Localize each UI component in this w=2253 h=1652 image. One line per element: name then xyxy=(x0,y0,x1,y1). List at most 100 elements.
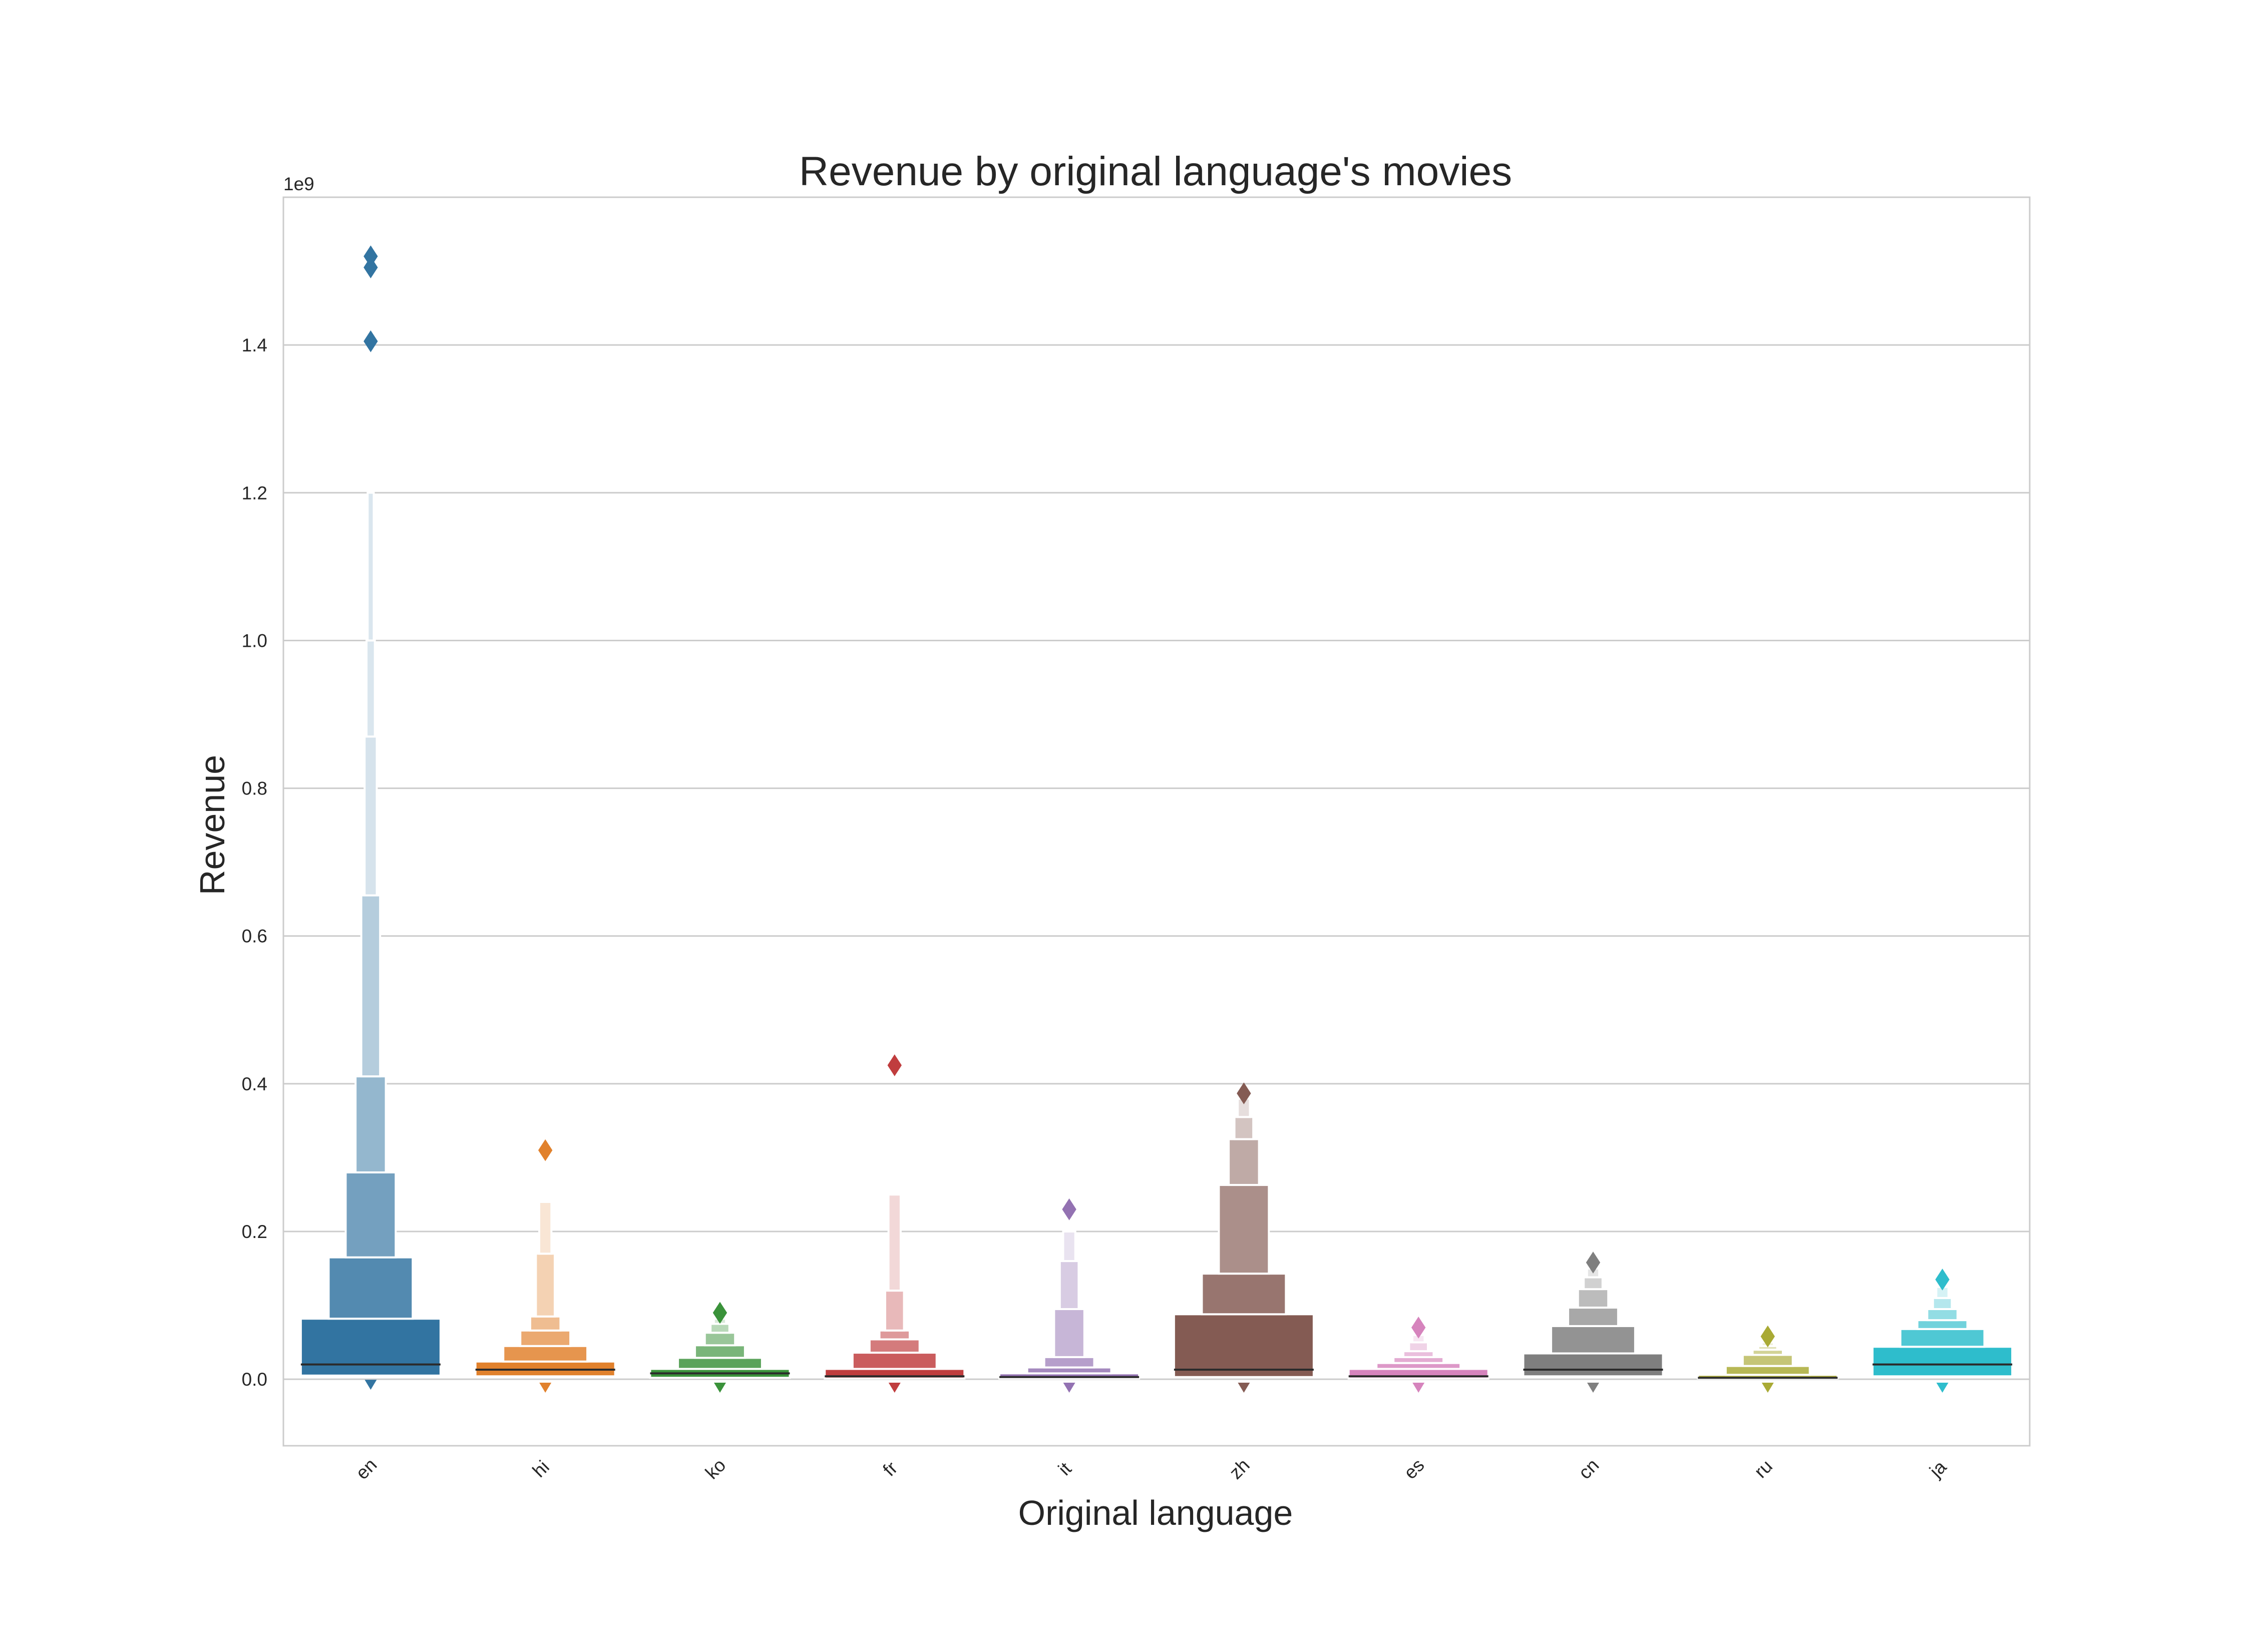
boxen-box xyxy=(363,735,378,897)
y-axis-label: Revenue xyxy=(193,755,232,895)
y-offset-label: 1e9 xyxy=(283,174,314,194)
min-marker xyxy=(714,1383,726,1393)
boxen-box xyxy=(1173,1313,1315,1378)
boxen-box xyxy=(1058,1260,1080,1310)
y-tick-label: 0.2 xyxy=(242,1221,267,1242)
outlier-point xyxy=(712,1302,727,1324)
x-tick-label: it xyxy=(1054,1458,1076,1480)
boxen-box xyxy=(884,1290,905,1332)
min-marker xyxy=(1412,1383,1425,1393)
boxen-group-ru xyxy=(1697,1325,1839,1393)
boxen-group-ja xyxy=(1871,1269,2014,1393)
plot-background xyxy=(283,197,2030,1446)
x-tick-label: fr xyxy=(879,1458,901,1480)
boxen-box xyxy=(878,1329,911,1341)
min-marker xyxy=(364,1380,377,1390)
boxen-box xyxy=(703,1332,736,1347)
x-tick-labels: en hi ko fr it zh es cn ru ja xyxy=(352,1454,1951,1483)
outlier-point xyxy=(1935,1269,1950,1291)
boxen-box xyxy=(709,1323,730,1334)
boxen-box xyxy=(1550,1325,1636,1355)
boxen-group-it xyxy=(998,1198,1141,1393)
boxen-box xyxy=(299,1318,442,1377)
boxen-box xyxy=(1233,1116,1255,1140)
x-tick-label: ja xyxy=(1925,1456,1950,1481)
y-tick-label: 0.8 xyxy=(242,778,267,799)
outlier-point xyxy=(538,1139,553,1161)
min-marker xyxy=(1063,1383,1075,1393)
outlier-point xyxy=(363,256,378,279)
boxen-box xyxy=(1062,1230,1076,1263)
boxen-box xyxy=(1577,1288,1610,1309)
min-marker xyxy=(1936,1383,1949,1393)
boxen-group-es xyxy=(1347,1317,1489,1393)
boxen-group-ko xyxy=(649,1302,791,1393)
boxen-box xyxy=(1567,1307,1619,1327)
boxen-group-cn xyxy=(1522,1252,1664,1393)
min-marker xyxy=(1238,1383,1250,1393)
boxen-box xyxy=(354,1075,387,1173)
boxen-box xyxy=(1408,1341,1429,1353)
x-tick-label: zh xyxy=(1225,1455,1254,1483)
boxen-box xyxy=(1053,1308,1085,1358)
y-tick-label: 1.2 xyxy=(242,483,267,503)
y-tick-label: 0.6 xyxy=(242,926,267,947)
grid-lines xyxy=(283,344,2030,1380)
boxen-box xyxy=(1932,1297,1953,1310)
boxen-group-hi xyxy=(474,1139,616,1393)
boxen-box xyxy=(1043,1356,1095,1369)
outlier-point xyxy=(1062,1198,1076,1220)
boxen-box xyxy=(1201,1273,1287,1316)
x-tick-label: cn xyxy=(1575,1455,1603,1483)
boxen-box xyxy=(868,1338,921,1354)
outlier-point xyxy=(1586,1252,1601,1274)
y-tick-label: 0.0 xyxy=(242,1369,267,1390)
boxen-box xyxy=(502,1345,589,1363)
boxen-box xyxy=(1228,1138,1260,1186)
min-marker xyxy=(888,1383,901,1393)
min-marker xyxy=(1761,1383,1774,1393)
boxen-box xyxy=(538,1201,553,1255)
boxen-box xyxy=(1916,1319,1969,1330)
boxen-groups xyxy=(299,245,2014,1393)
outlier-point xyxy=(1411,1317,1426,1339)
outlier-point xyxy=(1760,1325,1775,1348)
plot-frame xyxy=(282,196,2031,1447)
outlier-point xyxy=(1237,1082,1251,1104)
boxen-box xyxy=(694,1344,746,1359)
outlier-point xyxy=(887,1054,902,1076)
boxen-group-zh xyxy=(1173,1082,1315,1393)
boxen-group-en xyxy=(299,245,442,1390)
y-tick-labels: 0.0 0.2 0.4 0.6 0.8 1.0 1.2 1.4 xyxy=(242,335,267,1390)
chart-title: Revenue by original language's movies xyxy=(799,149,1512,194)
x-tick-label: en xyxy=(352,1454,381,1483)
boxen-group-fr xyxy=(824,1054,966,1393)
boxen-box xyxy=(366,492,375,642)
boxen-box xyxy=(1741,1354,1794,1367)
boxen-box xyxy=(327,1256,414,1320)
boxen-box xyxy=(519,1329,572,1347)
boxen-box xyxy=(360,894,382,1078)
y-tick-label: 1.0 xyxy=(242,630,267,651)
boxen-box xyxy=(1522,1352,1664,1378)
boxen-box xyxy=(887,1193,902,1292)
x-tick-label: ru xyxy=(1750,1456,1776,1482)
boxen-box xyxy=(1724,1365,1811,1376)
outlier-point xyxy=(363,330,378,352)
boxen-box xyxy=(1218,1184,1270,1275)
x-axis-label: Original language xyxy=(1018,1493,1293,1532)
min-marker xyxy=(1587,1383,1599,1393)
x-tick-label: hi xyxy=(529,1456,553,1481)
y-tick-label: 1.4 xyxy=(242,335,267,355)
boxen-box xyxy=(1899,1328,1986,1348)
boxen-box xyxy=(529,1315,562,1332)
boxen-box xyxy=(1871,1346,2014,1378)
boxen-box xyxy=(344,1171,397,1259)
min-marker xyxy=(539,1383,552,1393)
boxen-box xyxy=(365,639,376,738)
boxen-box xyxy=(1583,1276,1604,1291)
x-tick-label: ko xyxy=(701,1455,730,1483)
boxen-box xyxy=(677,1357,763,1370)
boxen-box xyxy=(1926,1308,1959,1322)
